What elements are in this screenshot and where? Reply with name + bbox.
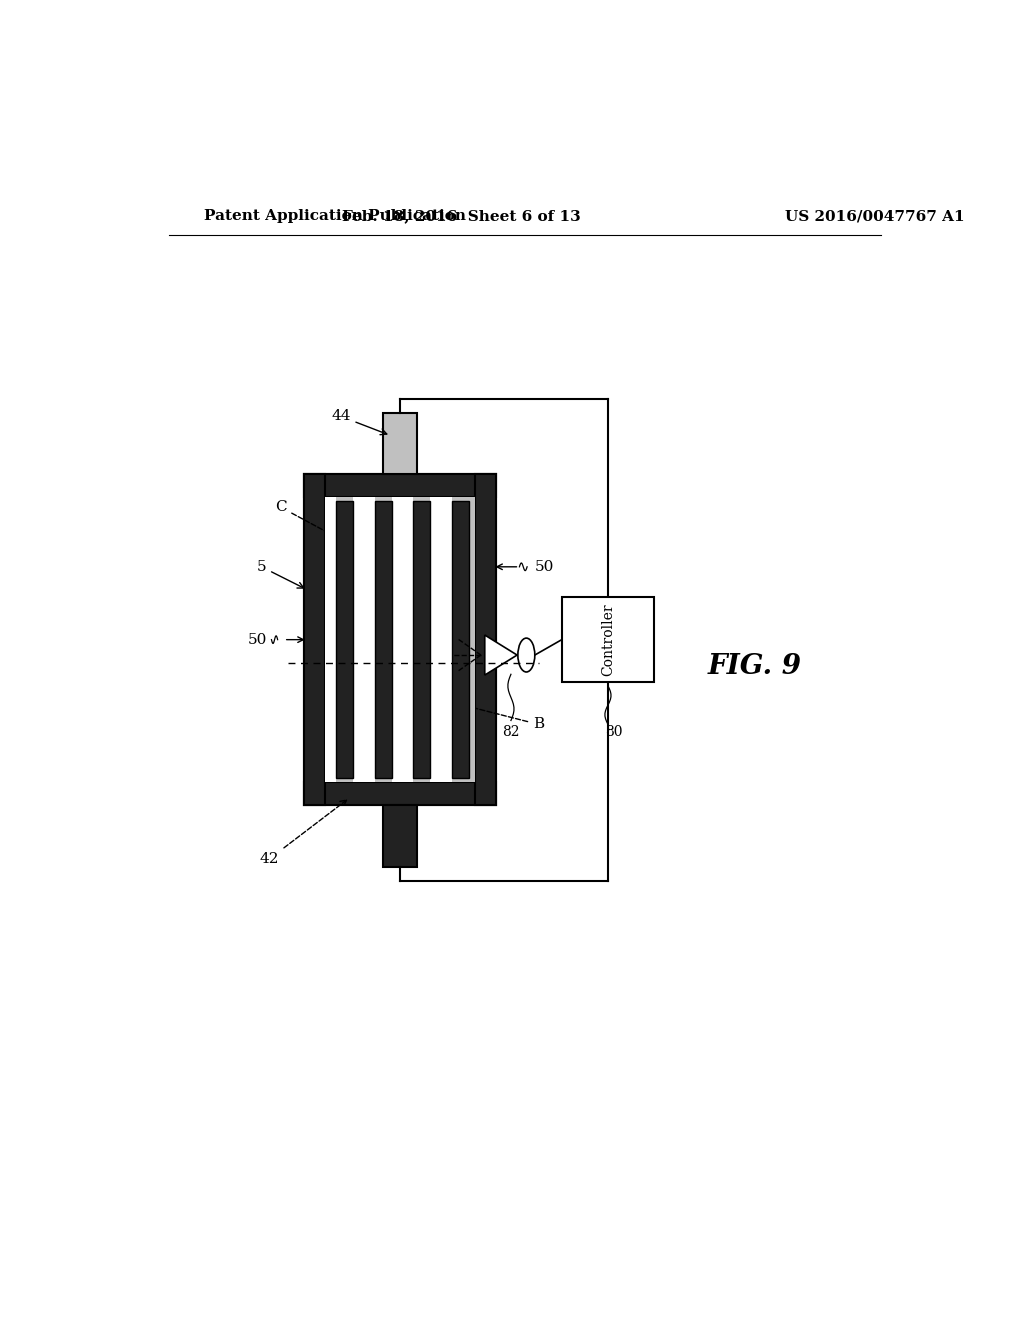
Bar xyxy=(304,474,497,805)
Bar xyxy=(430,498,452,781)
Text: Controller: Controller xyxy=(601,603,615,676)
Bar xyxy=(326,498,475,781)
Bar xyxy=(304,474,326,805)
Text: US 2016/0047767 A1: US 2016/0047767 A1 xyxy=(785,209,965,223)
Text: 50: 50 xyxy=(248,632,267,647)
Bar xyxy=(304,781,497,805)
Bar xyxy=(304,474,497,498)
Bar xyxy=(326,498,475,781)
Bar xyxy=(562,597,654,682)
Bar xyxy=(452,502,469,779)
Text: Patent Application Publication: Patent Application Publication xyxy=(204,209,466,223)
Bar xyxy=(336,502,353,779)
Bar xyxy=(391,498,413,781)
Text: 5: 5 xyxy=(257,560,304,587)
Bar xyxy=(326,498,336,781)
Text: FIG. 9: FIG. 9 xyxy=(708,653,801,680)
Text: 80: 80 xyxy=(605,725,623,739)
Bar xyxy=(383,805,417,867)
Bar xyxy=(383,412,417,474)
Text: 42: 42 xyxy=(259,800,346,866)
Text: C: C xyxy=(274,500,339,539)
Ellipse shape xyxy=(518,638,535,672)
Text: 50: 50 xyxy=(535,560,554,574)
Text: 44: 44 xyxy=(331,409,387,434)
Bar xyxy=(413,502,430,779)
Bar xyxy=(375,502,391,779)
Text: B: B xyxy=(453,701,544,731)
Text: 82: 82 xyxy=(502,725,520,739)
Text: Feb. 18, 2016  Sheet 6 of 13: Feb. 18, 2016 Sheet 6 of 13 xyxy=(342,209,581,223)
Polygon shape xyxy=(484,635,517,675)
Bar xyxy=(475,474,497,805)
Bar xyxy=(353,498,375,781)
